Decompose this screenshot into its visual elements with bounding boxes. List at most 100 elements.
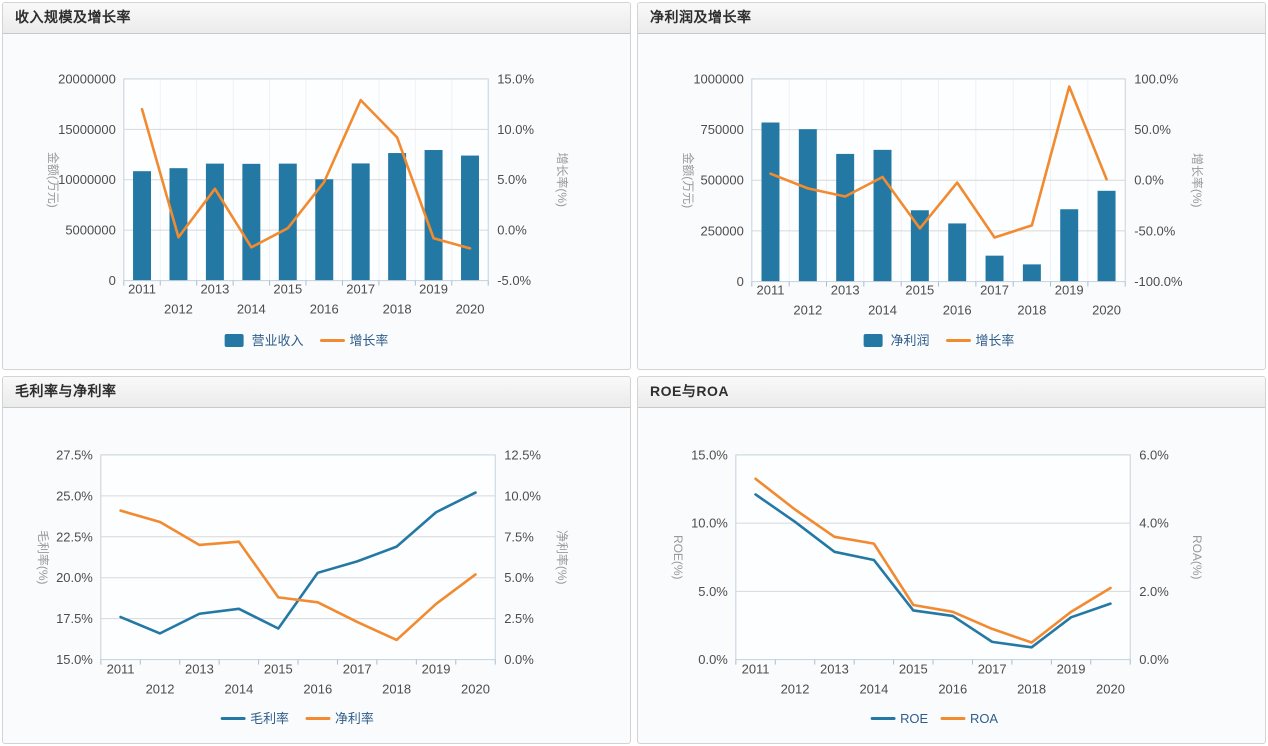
svg-text:15000000: 15000000 (58, 122, 116, 137)
legend-label: 毛利率 (250, 711, 289, 726)
revenue-growth-chart: 0 5000000 10000000 15000000 20000000 -5.0% 0.0… (46, 71, 570, 348)
panel-body: 15.0% 17.5% 20.0% 22.5% 25.0% 27.5% 0.0% 2.5% 5.… (3, 408, 630, 743)
svg-text:2012: 2012 (146, 682, 175, 697)
svg-text:250000: 250000 (701, 223, 744, 238)
panel-title: 毛利率与净利率 (15, 383, 117, 399)
svg-text:2016: 2016 (303, 682, 332, 697)
panel-header: 收入规模及增长率 (3, 3, 630, 34)
gross-net-margin-chart: 15.0% 17.5% 20.0% 22.5% 25.0% 27.5% 0.0% 2.5% 5.… (36, 447, 570, 726)
right-axis-labels: -5.0% 0.0% 5.0% 10.0% 15.0% (497, 71, 534, 288)
x-axis-labels: 2011 2012 2013 2014 2015 2016 2017 2018 2019 2020 (742, 662, 1125, 697)
svg-text:2019: 2019 (1055, 283, 1084, 298)
svg-text:15.0%: 15.0% (691, 447, 728, 462)
left-axis-labels: 0 5000000 10000000 15000000 20000000 (58, 71, 116, 288)
svg-text:100.0%: 100.0% (1134, 71, 1178, 86)
svg-text:17.5%: 17.5% (56, 611, 93, 626)
legend-label: 营业收入 (252, 333, 304, 348)
svg-text:2017: 2017 (346, 282, 375, 297)
legend: ROE ROA (870, 711, 998, 726)
legend-label: ROE (900, 711, 928, 726)
right-axis-labels: 0.0% 2.5% 5.0% 7.5% 10.0% 12.5% (504, 447, 541, 667)
svg-text:-50.0%: -50.0% (1134, 223, 1176, 238)
line-series (754, 477, 1112, 644)
x-axis-labels: 2011 2012 2013 2014 2015 2016 2017 2018 2019 2020 (107, 662, 490, 697)
right-axis-name: 净利率(%) (555, 530, 570, 585)
right-axis-labels: -100.0% -50.0% 0.0% 50.0% 100.0% (1134, 71, 1183, 289)
panel-margins: 毛利率与净利率 15.0% 17.5% 20.0% 22.5% 25.0% 27.5% 0.… (2, 376, 631, 744)
svg-text:2011: 2011 (107, 662, 135, 677)
svg-text:25.0%: 25.0% (56, 488, 93, 503)
svg-text:750000: 750000 (701, 122, 744, 137)
svg-text:6.0%: 6.0% (1139, 447, 1169, 462)
svg-text:22.5%: 22.5% (56, 529, 93, 544)
svg-text:2.5%: 2.5% (504, 611, 534, 626)
svg-text:2013: 2013 (185, 662, 214, 677)
panel-body: 0 5000000 10000000 15000000 20000000 -5.0% 0.0… (3, 34, 630, 369)
svg-text:2015: 2015 (899, 662, 928, 677)
x-axis-labels: 2011 2012 2013 2014 2015 2016 2017 2018 2019 2020 (757, 283, 1121, 318)
svg-text:2017: 2017 (980, 283, 1009, 298)
svg-text:50.0%: 50.0% (1134, 122, 1171, 137)
panel-roe-roa: ROE与ROA 0.0% 5.0% 10.0% 15.0% 0.0% 2.0% 4.0% 6.… (637, 376, 1266, 744)
x-axis-ticks (735, 659, 1131, 665)
svg-text:2015: 2015 (264, 662, 293, 677)
svg-text:2020: 2020 (1092, 303, 1121, 318)
line-series (119, 509, 477, 642)
svg-text:2015: 2015 (273, 282, 302, 297)
left-axis-name: 毛利率(%) (36, 530, 51, 585)
svg-text:2016: 2016 (310, 302, 339, 317)
left-axis-labels: 0 250000 500000 750000 1000000 (693, 71, 744, 289)
svg-text:2013: 2013 (831, 283, 860, 298)
svg-text:2014: 2014 (237, 302, 266, 317)
svg-text:0.0%: 0.0% (698, 652, 728, 667)
svg-text:0: 0 (737, 274, 744, 289)
panel-title: 净利润及增长率 (650, 9, 752, 25)
legend-label: ROA (970, 711, 998, 726)
right-axis-name: 增长率(%) (1190, 153, 1205, 208)
svg-text:2017: 2017 (343, 662, 372, 677)
svg-text:10.0%: 10.0% (497, 122, 534, 137)
svg-text:5.0%: 5.0% (504, 570, 534, 585)
horizontal-gridlines (100, 495, 496, 620)
svg-text:2020: 2020 (461, 682, 490, 697)
svg-text:500000: 500000 (701, 173, 744, 188)
svg-text:2015: 2015 (905, 283, 934, 298)
svg-text:2019: 2019 (1057, 662, 1086, 677)
netprofit-growth-chart: 0 250000 500000 750000 1000000 -100.0% -50.0% 0… (681, 71, 1205, 348)
svg-text:2020: 2020 (1096, 682, 1125, 697)
svg-text:5.0%: 5.0% (497, 172, 527, 187)
svg-text:2014: 2014 (224, 682, 253, 697)
svg-text:2011: 2011 (742, 662, 770, 677)
svg-text:2016: 2016 (943, 303, 972, 318)
x-axis-ticks (100, 659, 496, 665)
legend-label: 增长率 (349, 333, 388, 348)
svg-text:0: 0 (109, 273, 116, 288)
svg-text:10.0%: 10.0% (504, 488, 541, 503)
svg-text:1000000: 1000000 (693, 71, 744, 86)
svg-text:2012: 2012 (164, 302, 193, 317)
legend-swatch-bar (863, 334, 883, 347)
svg-text:15.0%: 15.0% (497, 71, 534, 86)
svg-text:2019: 2019 (419, 282, 448, 297)
panel-body: 0 250000 500000 750000 1000000 -100.0% -50.0% 0… (638, 34, 1265, 369)
left-axis-labels: 0.0% 5.0% 10.0% 15.0% (691, 447, 728, 667)
x-axis-labels: 2011 2012 2013 2014 2015 2016 2017 2018 2019 2020 (128, 282, 484, 317)
panel-title: 收入规模及增长率 (15, 9, 131, 25)
svg-text:2014: 2014 (859, 682, 888, 697)
horizontal-gridlines (735, 522, 1131, 592)
legend-label: 净利率 (335, 711, 374, 726)
svg-text:-100.0%: -100.0% (1134, 274, 1183, 289)
svg-text:2018: 2018 (1017, 303, 1046, 318)
svg-text:2.0%: 2.0% (1139, 584, 1169, 599)
x-axis-ticks (751, 281, 1126, 287)
svg-text:20000000: 20000000 (58, 71, 116, 86)
svg-text:-5.0%: -5.0% (497, 273, 531, 288)
roe-roa-chart: 0.0%5.0%10.0%15.0%0.0%2.0%4.0%6.0%201120… (671, 447, 1204, 726)
right-axis-name: 增长率(%) (555, 152, 570, 207)
svg-text:2012: 2012 (781, 682, 810, 697)
svg-text:5000000: 5000000 (65, 223, 116, 238)
svg-text:0.0%: 0.0% (1139, 652, 1169, 667)
svg-text:5.0%: 5.0% (698, 584, 728, 599)
panel-header: 净利润及增长率 (638, 3, 1265, 34)
